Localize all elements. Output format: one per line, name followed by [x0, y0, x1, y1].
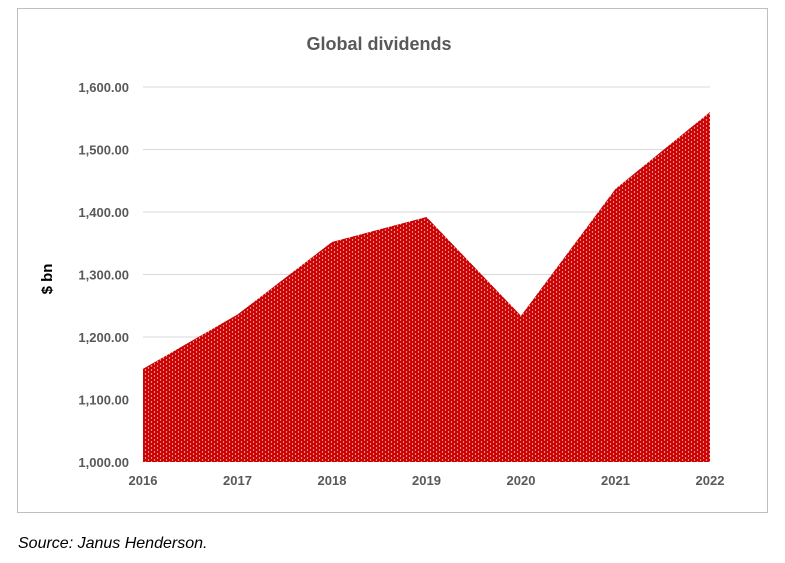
x-tick-label: 2019 [412, 473, 441, 488]
x-tick-label: 2017 [223, 473, 252, 488]
x-tick-label: 2021 [601, 473, 630, 488]
x-tick-label: 2018 [318, 473, 347, 488]
y-tick-label: 1,200.00 [78, 330, 129, 345]
area-series [143, 112, 710, 462]
y-tick-label: 1,600.00 [78, 80, 129, 95]
y-axis-ticks: 1,000.00 1,100.00 1,200.00 1,300.00 1,400.00… [78, 80, 129, 470]
area-chart: Global dividends 1,000.00 1,100.00 1,200.0… [39, 34, 725, 488]
y-tick-label: 1,500.00 [78, 143, 129, 158]
area-layer [142, 111, 711, 462]
x-axis-ticks: 2016 2017 2018 2019 2020 2021 2022 [129, 473, 725, 488]
x-tick-label: 2020 [507, 473, 536, 488]
y-axis-label: $ bn [39, 264, 56, 295]
y-tick-label: 1,300.00 [78, 268, 129, 283]
chart-title: Global dividends [306, 34, 451, 54]
y-tick-label: 1,100.00 [78, 393, 129, 408]
y-tick-label: 1,000.00 [78, 455, 129, 470]
x-tick-label: 2022 [696, 473, 725, 488]
x-tick-label: 2016 [129, 473, 158, 488]
source-note: Source: Janus Henderson. [18, 535, 208, 552]
chart-frame: Global dividends 1,000.00 1,100.00 1,200.0… [17, 8, 768, 513]
y-tick-label: 1,400.00 [78, 205, 129, 220]
